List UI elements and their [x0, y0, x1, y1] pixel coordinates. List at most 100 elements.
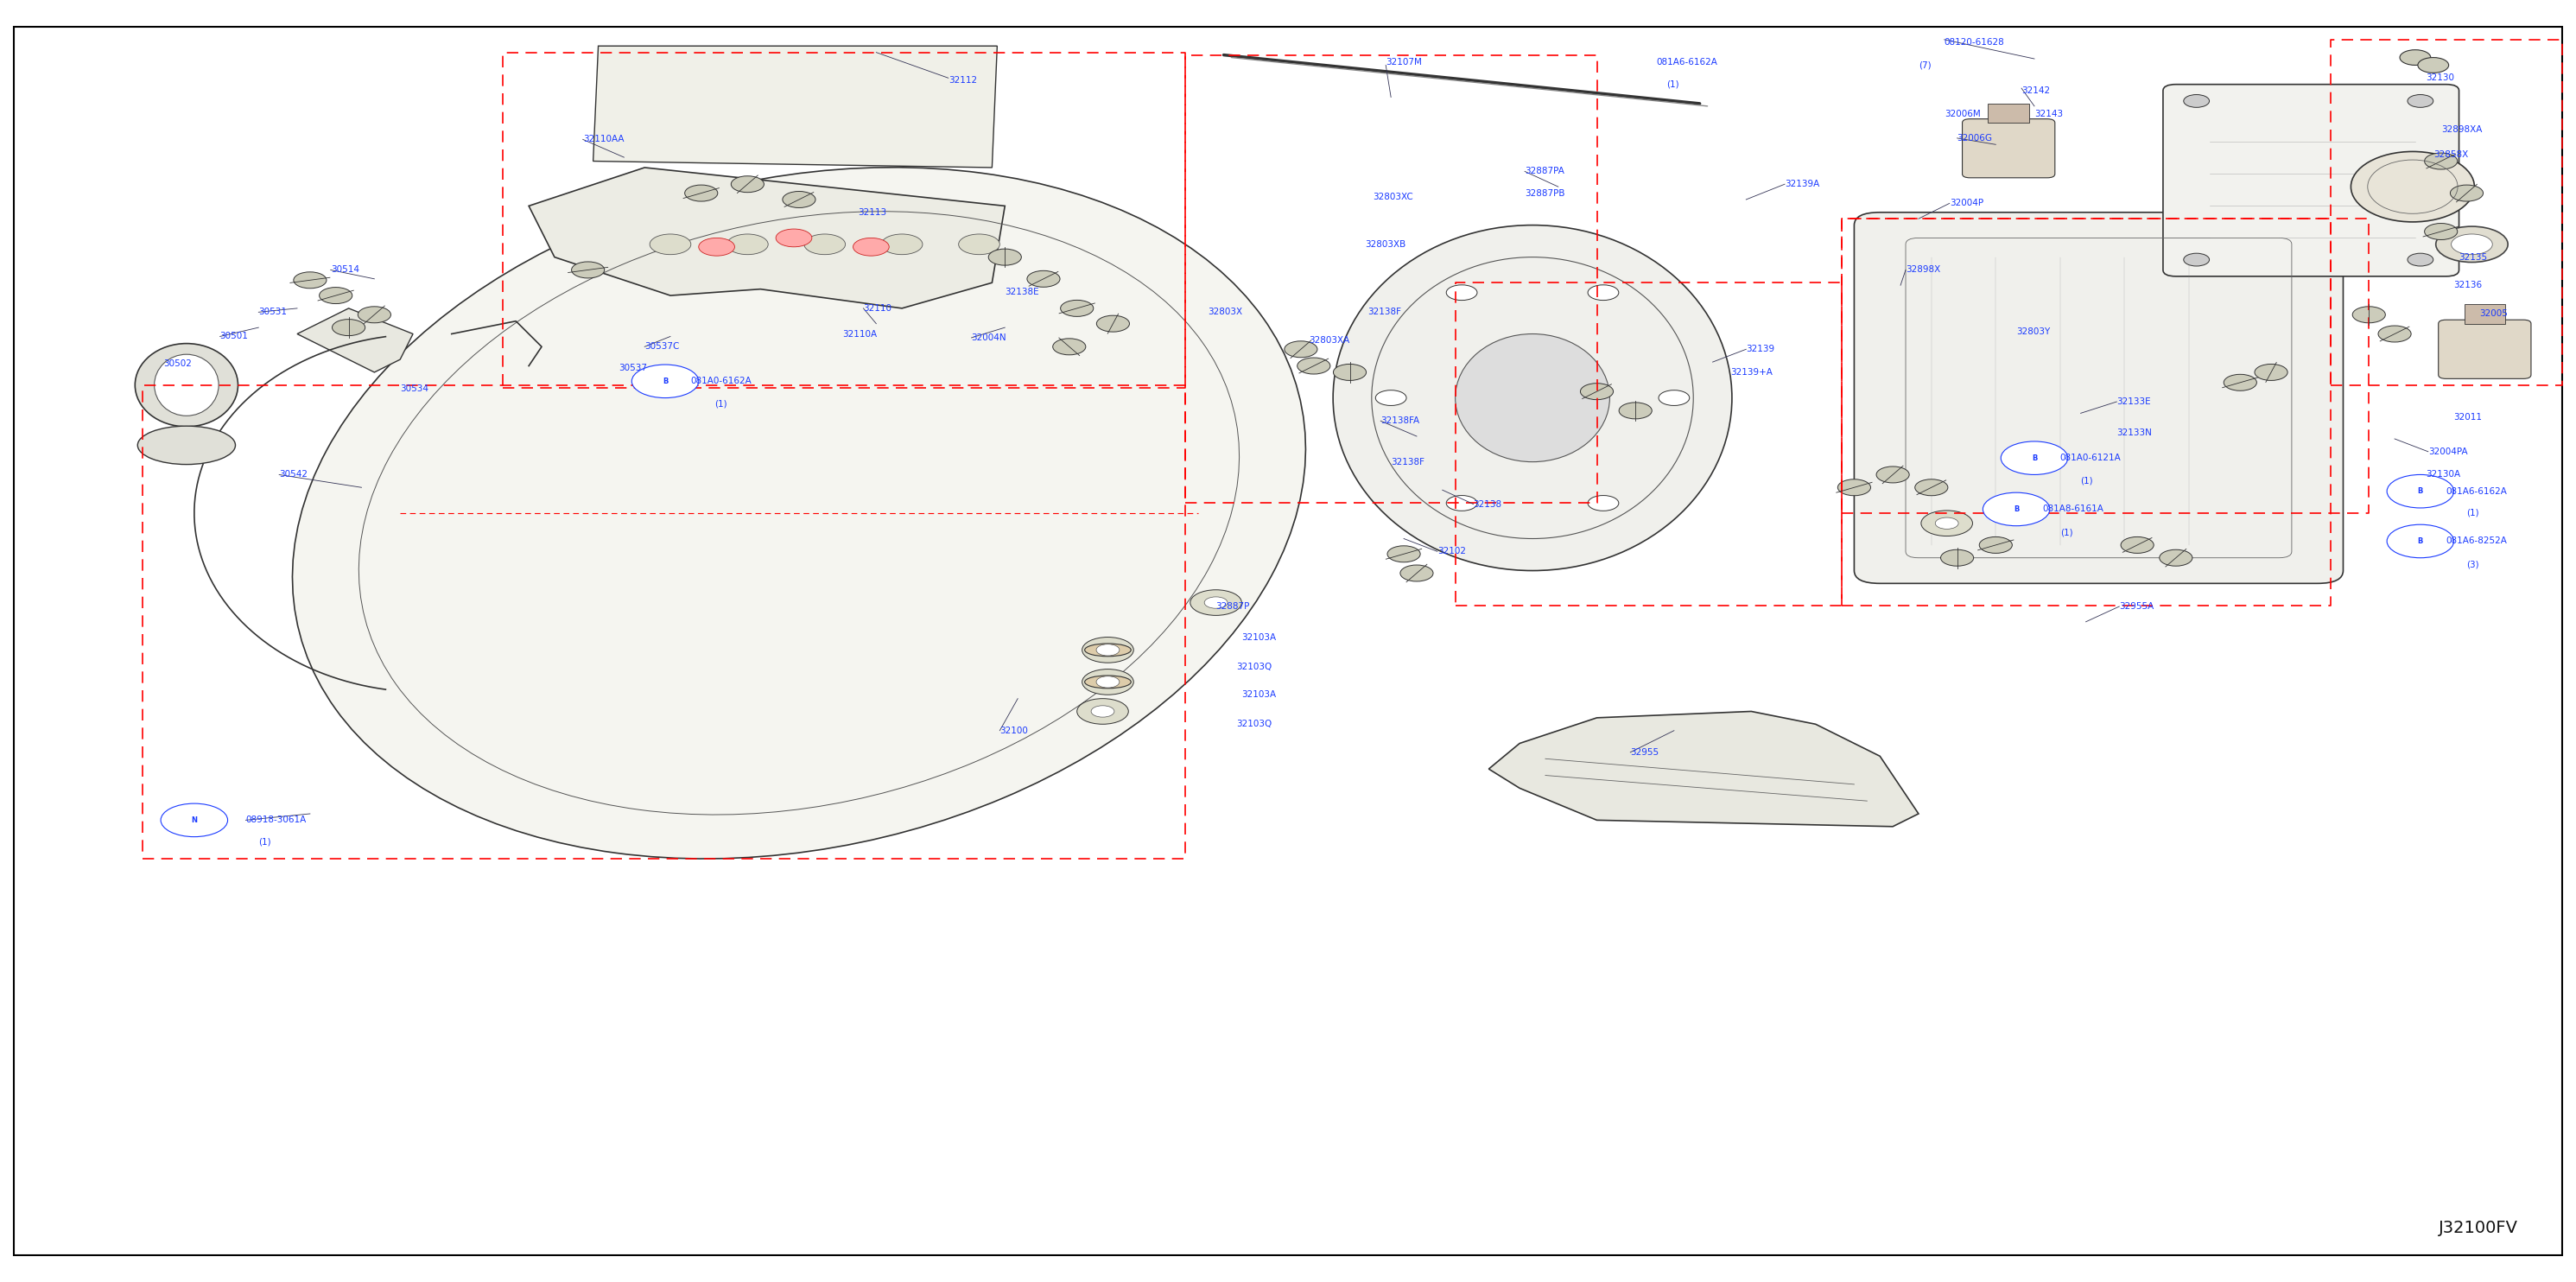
- Text: 30534: 30534: [399, 385, 428, 394]
- Circle shape: [2223, 374, 2257, 391]
- Circle shape: [1914, 479, 1947, 496]
- Text: 32143: 32143: [2035, 109, 2063, 118]
- Circle shape: [2254, 364, 2287, 381]
- Ellipse shape: [155, 354, 219, 415]
- Circle shape: [2378, 326, 2411, 342]
- Text: 32887PA: 32887PA: [1525, 167, 1564, 176]
- Circle shape: [319, 287, 353, 304]
- Text: 32103A: 32103A: [1242, 691, 1275, 699]
- Circle shape: [2450, 185, 2483, 201]
- Circle shape: [2184, 95, 2210, 108]
- Circle shape: [2159, 550, 2192, 567]
- Circle shape: [2424, 153, 2458, 169]
- Circle shape: [649, 235, 690, 255]
- Text: (1): (1): [258, 837, 270, 846]
- Text: 32138E: 32138E: [1005, 287, 1038, 296]
- Text: 32887PB: 32887PB: [1525, 188, 1566, 197]
- Text: 32139: 32139: [1747, 345, 1775, 354]
- Text: 081A0-6162A: 081A0-6162A: [690, 377, 752, 386]
- Text: 32110A: 32110A: [842, 329, 878, 338]
- Circle shape: [1082, 637, 1133, 663]
- Text: 32133N: 32133N: [2117, 428, 2151, 437]
- Text: 32803XC: 32803XC: [1373, 192, 1414, 201]
- Circle shape: [881, 235, 922, 255]
- FancyBboxPatch shape: [1855, 213, 2344, 583]
- Circle shape: [1285, 341, 1316, 358]
- Text: 32004N: 32004N: [971, 333, 1007, 342]
- Text: 32006M: 32006M: [1945, 109, 1981, 118]
- Text: 32103Q: 32103Q: [1236, 663, 1273, 670]
- Ellipse shape: [2452, 235, 2494, 255]
- Ellipse shape: [1084, 644, 1131, 656]
- Text: 081A0-6121A: 081A0-6121A: [2061, 454, 2120, 463]
- Text: B: B: [2014, 505, 2020, 513]
- Circle shape: [698, 238, 734, 256]
- Circle shape: [1935, 518, 1958, 529]
- Text: 32803XB: 32803XB: [1365, 240, 1406, 249]
- Text: 32803XA: 32803XA: [1309, 336, 1350, 345]
- Ellipse shape: [1084, 676, 1131, 688]
- Text: (1): (1): [714, 400, 726, 409]
- Text: B: B: [2419, 487, 2424, 495]
- Text: (1): (1): [1667, 79, 1680, 88]
- Text: 32004P: 32004P: [1950, 199, 1984, 208]
- Text: 30531: 30531: [258, 308, 286, 317]
- Circle shape: [1922, 510, 1973, 536]
- Text: 32887P: 32887P: [1216, 603, 1249, 610]
- Text: 32955: 32955: [1631, 747, 1659, 756]
- Circle shape: [2419, 58, 2450, 73]
- Text: 32110AA: 32110AA: [582, 135, 623, 144]
- Circle shape: [1618, 403, 1651, 419]
- Text: 32133E: 32133E: [2117, 397, 2151, 406]
- Text: 081A6-6162A: 081A6-6162A: [2447, 487, 2506, 496]
- Ellipse shape: [1455, 333, 1610, 462]
- Text: 32138: 32138: [1473, 500, 1502, 509]
- Text: 30501: 30501: [219, 332, 247, 341]
- Circle shape: [2388, 524, 2455, 558]
- Circle shape: [1206, 597, 1229, 609]
- Text: 32142: 32142: [2022, 86, 2050, 95]
- Text: 30537: 30537: [618, 364, 647, 373]
- Text: 32803Y: 32803Y: [2017, 327, 2050, 336]
- Ellipse shape: [2437, 227, 2509, 263]
- Text: 32110: 32110: [863, 304, 891, 313]
- Circle shape: [1028, 271, 1059, 287]
- Circle shape: [1579, 383, 1613, 400]
- Circle shape: [1587, 495, 1618, 510]
- Text: 32138F: 32138F: [1391, 458, 1425, 467]
- Circle shape: [1334, 364, 1365, 381]
- Circle shape: [1401, 565, 1432, 581]
- Text: 08918-3061A: 08918-3061A: [245, 815, 307, 824]
- Circle shape: [2002, 441, 2069, 474]
- Text: 32803X: 32803X: [1208, 308, 1242, 317]
- Circle shape: [1082, 669, 1133, 695]
- Circle shape: [1097, 315, 1128, 332]
- Text: 32107M: 32107M: [1386, 58, 1422, 67]
- Text: 32139A: 32139A: [1785, 179, 1819, 188]
- Circle shape: [294, 272, 327, 288]
- Text: (1): (1): [2061, 528, 2074, 537]
- FancyBboxPatch shape: [2164, 85, 2460, 277]
- Polygon shape: [1489, 712, 1919, 827]
- Polygon shape: [528, 168, 1005, 308]
- Circle shape: [958, 235, 999, 255]
- Circle shape: [726, 235, 768, 255]
- Circle shape: [1445, 495, 1476, 510]
- FancyBboxPatch shape: [2439, 319, 2532, 378]
- Text: 081A6-8252A: 081A6-8252A: [2447, 537, 2506, 546]
- Text: 30542: 30542: [278, 470, 307, 479]
- Polygon shape: [296, 308, 412, 372]
- Text: 32136: 32136: [2455, 281, 2483, 290]
- Circle shape: [1054, 338, 1084, 355]
- Text: (1): (1): [2081, 477, 2094, 486]
- Circle shape: [2401, 50, 2432, 65]
- Circle shape: [2424, 223, 2458, 240]
- Circle shape: [160, 804, 227, 837]
- Text: B: B: [2032, 454, 2038, 462]
- Circle shape: [2184, 254, 2210, 267]
- Text: 32955A: 32955A: [2120, 603, 2154, 610]
- Text: 32011: 32011: [2455, 413, 2483, 422]
- Ellipse shape: [137, 426, 234, 464]
- Circle shape: [804, 235, 845, 255]
- Text: 32112: 32112: [948, 76, 976, 85]
